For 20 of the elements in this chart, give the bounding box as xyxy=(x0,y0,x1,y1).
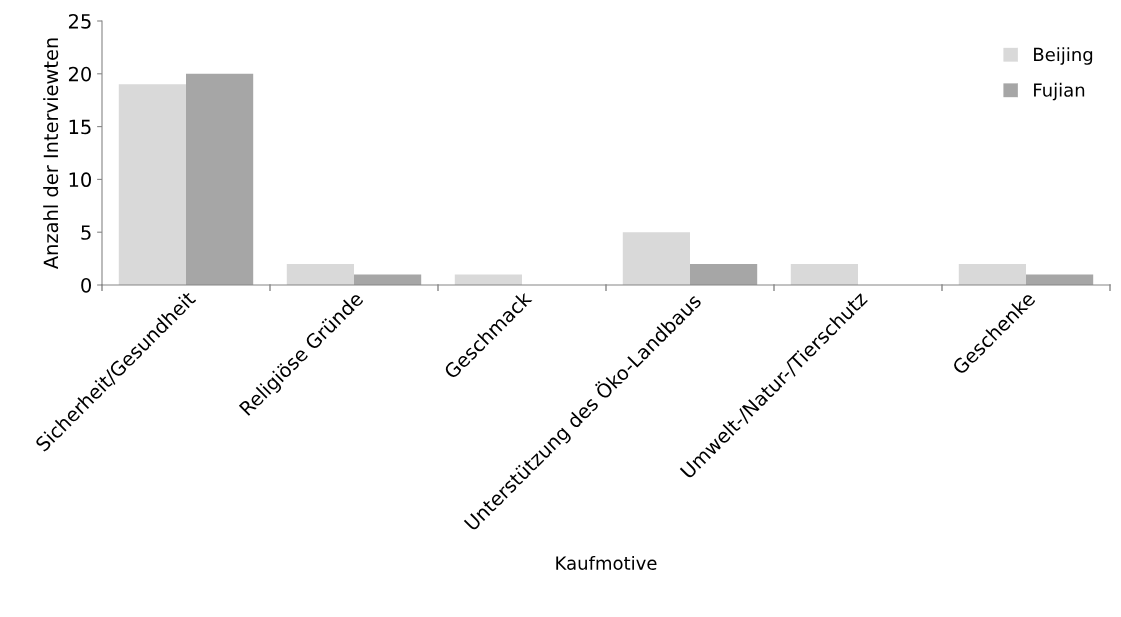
y-tick-label: 5 xyxy=(81,225,91,240)
bar xyxy=(958,263,1026,285)
bar xyxy=(690,263,758,285)
y-tick-label: 15 xyxy=(69,119,91,135)
y-axis-title: Anzahl der Interviewten xyxy=(43,38,59,270)
x-axis-title: Kaufmotive xyxy=(556,555,657,570)
bar xyxy=(354,274,422,285)
bar xyxy=(622,232,690,285)
bar xyxy=(1026,274,1094,285)
legend-label: Beijing xyxy=(1034,47,1093,65)
bar xyxy=(286,263,354,285)
y-tick-label: 20 xyxy=(68,66,91,82)
y-tick-label: 0 xyxy=(81,277,91,293)
bar xyxy=(118,84,186,285)
y-tick-label: 25 xyxy=(68,13,91,29)
bar xyxy=(790,263,858,285)
legend-label: Fujian xyxy=(1034,82,1085,101)
bar xyxy=(186,73,254,285)
y-tick-label: 10 xyxy=(69,172,91,188)
bar xyxy=(454,274,522,285)
